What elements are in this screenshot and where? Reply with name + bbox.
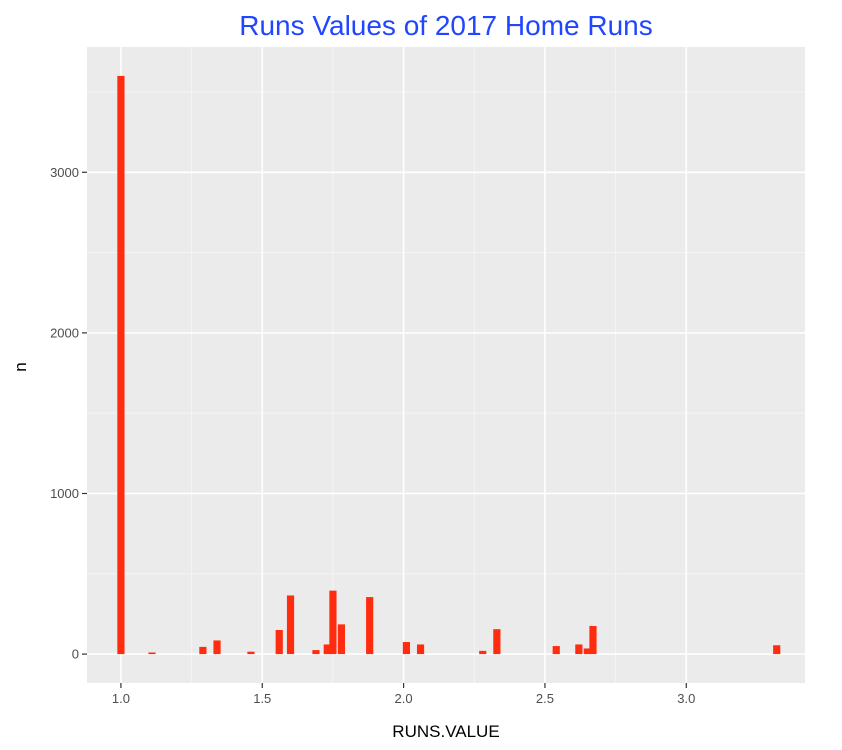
histogram-bar [312, 650, 320, 655]
chart-title: Runs Values of 2017 Home Runs [239, 10, 653, 41]
histogram-bar [213, 640, 221, 655]
histogram-bar [773, 645, 781, 655]
plot-panel [87, 47, 805, 683]
histogram-bar [117, 75, 125, 655]
minor-gridlines [87, 47, 805, 683]
x-axis: 1.0 1.5 2.0 2.5 3.0 [112, 683, 695, 706]
y-tick-label: 1000 [50, 486, 79, 501]
histogram-bar [589, 625, 597, 655]
x-tick-label: 2.0 [395, 691, 413, 706]
histogram-bar [583, 648, 591, 655]
x-tick-label: 2.5 [536, 691, 554, 706]
y-axis: 0 1000 2000 3000 [50, 165, 87, 662]
x-tick-label: 1.5 [253, 691, 271, 706]
y-tick-label: 2000 [50, 325, 79, 340]
y-axis-label: n [11, 362, 30, 371]
x-axis-label: RUNS.VALUE [392, 722, 499, 741]
histogram-bar [575, 644, 583, 655]
bars-group [117, 75, 781, 655]
histogram-bar [329, 590, 337, 655]
histogram-bar [493, 629, 501, 655]
histogram-bar [479, 650, 487, 655]
histogram-bar [337, 624, 345, 655]
y-tick-label: 3000 [50, 165, 79, 180]
x-tick-label: 3.0 [677, 691, 695, 706]
histogram-bar [323, 644, 331, 655]
histogram-bar [275, 630, 283, 655]
x-tick-label: 1.0 [112, 691, 130, 706]
histogram-bar [552, 646, 560, 655]
histogram-bar [416, 644, 425, 655]
major-gridlines [87, 47, 805, 683]
histogram-bar [366, 597, 374, 655]
histogram-bar [199, 646, 207, 655]
histogram-bar [148, 652, 156, 655]
y-tick-label: 0 [72, 647, 79, 662]
histogram-bar [247, 651, 255, 655]
histogram-bar [286, 595, 295, 655]
histogram-bar [402, 642, 411, 655]
